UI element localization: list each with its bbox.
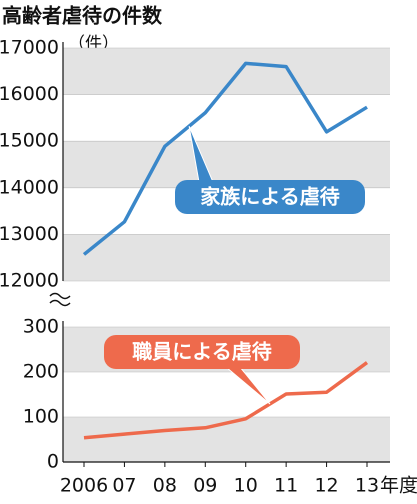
- x-tick-label: 2006: [60, 475, 108, 497]
- x-tick-label: 09: [193, 475, 217, 497]
- y-tick-label: 100: [23, 406, 59, 428]
- axis-break: [49, 292, 71, 307]
- legend-box: [104, 335, 300, 369]
- background: [63, 48, 390, 462]
- y-tick-label: 300: [23, 316, 59, 338]
- x-tick-label: 13: [355, 475, 379, 497]
- data-line: [82, 61, 368, 256]
- y-tick-label: 17000: [0, 37, 59, 59]
- y-tick-label: 15000: [0, 130, 59, 152]
- data-line: [83, 361, 369, 440]
- x-tick-label: 10: [234, 475, 258, 497]
- chart-title: 高齢者虐待の件数: [2, 4, 163, 28]
- legend-label: 職員による虐待: [132, 340, 271, 364]
- x-tick-label: 07: [112, 475, 136, 497]
- x-axis-label: 年度: [380, 475, 417, 497]
- x-tick-label: 08: [153, 475, 177, 497]
- y-tick-label: 14000: [0, 176, 59, 198]
- grid-band: [63, 234, 390, 281]
- x-tick-label: 11: [274, 475, 298, 497]
- y-tick-label: 12000: [0, 270, 59, 292]
- y-tick-label: 13000: [0, 223, 59, 245]
- legend-box: [175, 180, 365, 214]
- callout-pointer: [224, 366, 271, 405]
- y-tick-label: 0: [47, 451, 59, 473]
- y-tick-label: 200: [23, 361, 59, 383]
- x-tick-label: 12: [314, 475, 338, 497]
- y-tick-label: 16000: [0, 83, 59, 105]
- legend-label: 家族による虐待: [200, 185, 339, 209]
